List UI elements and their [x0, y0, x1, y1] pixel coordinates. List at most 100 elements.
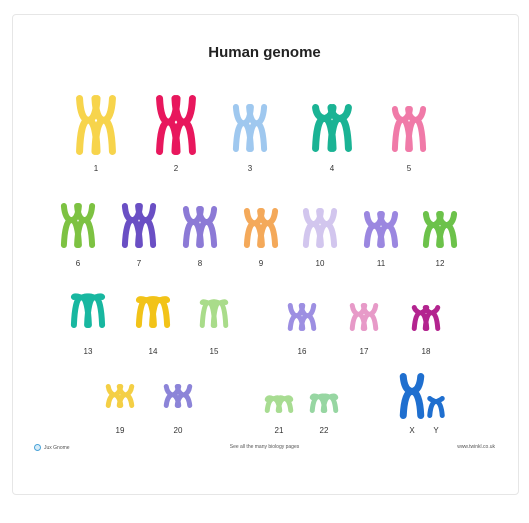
chromosome-2: 2 — [156, 95, 196, 173]
chromosome-label: 16 — [298, 347, 307, 356]
chromatid-lower-left — [182, 218, 196, 248]
chromatid-lower-left — [70, 294, 84, 328]
chromatid-lower-left — [399, 387, 415, 419]
chromatid-lower-left — [210, 300, 221, 328]
chromatid-lower-right — [283, 396, 294, 413]
chromatid-lower-left — [287, 313, 298, 331]
chromosome-14: 14 — [135, 296, 171, 356]
chromatid-lower-right — [328, 394, 339, 413]
chromosome-6: 6 — [60, 203, 96, 268]
chromatid-lower-left — [320, 394, 331, 413]
chromosome-label: 2 — [174, 164, 179, 173]
chromosome-y: Y — [427, 396, 445, 435]
chromosome-label: 12 — [436, 259, 445, 268]
chromosome-11: 11 — [363, 211, 399, 268]
brand-logo-icon — [34, 444, 41, 451]
chromosome-label: 9 — [259, 259, 264, 268]
chromatid-lower-right — [204, 218, 218, 248]
chromatid-lower-right — [444, 222, 458, 248]
chromatid-upper-left — [156, 95, 171, 126]
chromatid-lower-left — [232, 120, 246, 152]
chromatid-lower-right — [265, 220, 279, 248]
chromosome-9: 9 — [243, 208, 279, 268]
chromatid-lower-left — [309, 394, 320, 413]
chromatid-lower-left — [116, 392, 127, 408]
chromosome-10: 10 — [302, 208, 338, 268]
chromosome-21: 21 — [264, 395, 294, 435]
chromosome-22: 22 — [309, 393, 339, 435]
chromosome-label: 20 — [174, 426, 183, 435]
chromatid-lower-right — [434, 399, 445, 418]
chromosome-4: 4 — [312, 104, 352, 173]
chromosome-label: Y — [433, 426, 439, 435]
chromatid-lower-right — [324, 221, 338, 248]
footer-note: See all the many biology pages — [229, 444, 300, 450]
chromosome-label: 17 — [360, 347, 369, 356]
chromatid-lower-right — [306, 313, 317, 331]
chromosome-x: X — [399, 373, 425, 435]
chromatid-lower-right — [337, 114, 352, 152]
chromosome-label: 1 — [94, 164, 99, 173]
chromatid-lower-right — [124, 392, 135, 408]
chromosome-label: 7 — [137, 259, 142, 268]
diagram-card — [12, 14, 519, 495]
chromosome-16: 16 — [287, 303, 317, 356]
chromosome-7: 7 — [121, 203, 157, 268]
chromosome-17: 17 — [349, 303, 379, 356]
chromatid-lower-left — [391, 116, 405, 152]
chromatid-lower-right — [101, 116, 116, 155]
chromatid-lower-left — [135, 297, 149, 328]
chromosome-5: 5 — [391, 106, 427, 173]
chromatid-lower-left — [363, 222, 377, 248]
chromatid-lower-left — [349, 311, 360, 331]
chromatid-lower-right — [368, 311, 379, 331]
chromatid-lower-right — [92, 294, 106, 328]
chromatid-lower-right — [143, 217, 157, 248]
chromatid-lower-left — [422, 310, 433, 331]
chromatid-lower-left — [243, 220, 257, 248]
chromatid-lower-right — [181, 118, 196, 155]
chromosome-8: 8 — [182, 206, 218, 268]
chromatid-lower-right — [385, 222, 399, 248]
chromosome-label: 13 — [84, 347, 93, 356]
chromosome-label: 18 — [422, 347, 431, 356]
chromatid-lower-left — [275, 396, 286, 413]
chromatid-lower-left — [360, 311, 371, 331]
chromosome-label: 4 — [330, 164, 335, 173]
chromatid-lower-left — [298, 313, 309, 331]
chromosome-label: 8 — [198, 259, 203, 268]
chromatid-lower-left — [312, 114, 327, 152]
chromatid-upper-right — [181, 95, 196, 126]
chromosome-19: 19 — [105, 384, 135, 435]
chromosome-label: 3 — [248, 164, 253, 173]
chromatid-lower-left — [302, 221, 316, 248]
chromosome-label: 21 — [275, 426, 284, 435]
chromatid-lower-right — [254, 120, 268, 152]
chromatid-lower-right — [409, 387, 425, 419]
chromosome-label: 11 — [377, 259, 386, 268]
chromosome-20: 20 — [163, 384, 193, 435]
chromatid-lower-right — [430, 310, 441, 331]
footer-brand: Jux Gnome — [34, 444, 70, 451]
footer-brand-label: Jux Gnome — [44, 444, 70, 451]
footer-url[interactable]: www.twinkl.co.uk — [457, 444, 495, 450]
chromosome-18: 18 — [411, 305, 441, 356]
chromatid-lower-left — [264, 396, 275, 413]
chromosome-label: X — [409, 426, 415, 435]
chromatid-lower-right — [157, 297, 171, 328]
chromosome-13: 13 — [70, 293, 106, 356]
chromatid-lower-right — [413, 116, 427, 152]
chromatid-lower-left — [163, 392, 174, 408]
chromatid-lower-left — [76, 116, 91, 155]
chromatid-lower-left — [427, 399, 438, 418]
chromosome-1: 1 — [76, 95, 116, 173]
chromosome-label: 5 — [407, 164, 412, 173]
chromosome-label: 6 — [76, 259, 81, 268]
chromosome-label: 14 — [149, 347, 158, 356]
chromosome-label: 19 — [116, 426, 125, 435]
chromatid-lower-left — [121, 217, 135, 248]
chromatid-lower-left — [199, 300, 210, 328]
chromosome-label: 22 — [320, 426, 329, 435]
chromosome-label: 15 — [210, 347, 219, 356]
